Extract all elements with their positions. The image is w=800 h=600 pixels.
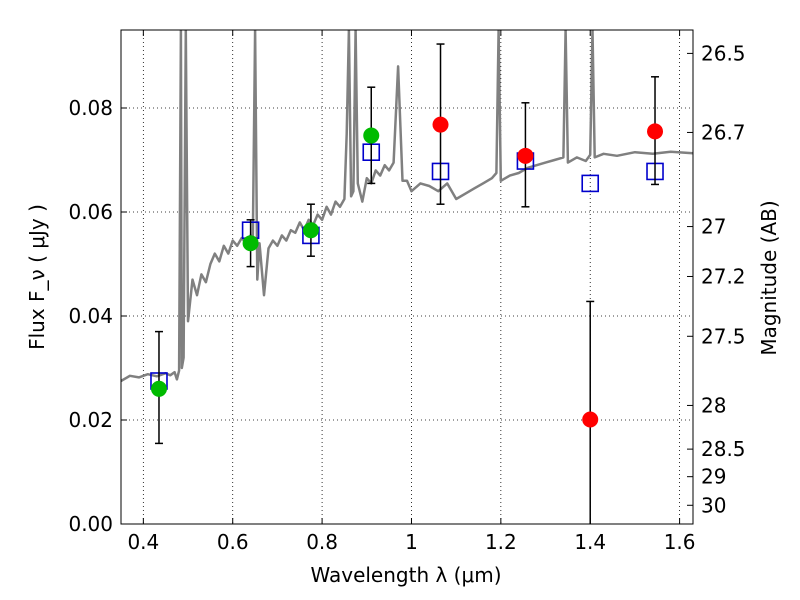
spectrum-line [121,30,693,383]
observed-circle-point [242,235,259,252]
observed-circle-point [302,222,319,239]
y2-tick-label: 26.7 [701,120,746,144]
observed-circle-point [150,380,167,397]
y2-tick-label: 27.2 [701,264,746,288]
y2-axis-title: Magnitude (AB) [757,200,781,355]
x-tick-label: 1.6 [664,530,696,554]
plot-frame [120,29,694,525]
x-tick-label: 0.4 [127,530,159,554]
y2-tick-label: 27.5 [701,324,746,348]
y-tick-label: 0.04 [68,304,113,328]
y2-tick-label: 28.5 [701,437,746,461]
y2-tick-label: 28 [701,393,726,417]
observed-circle-point [647,123,664,140]
observed-circle-point [363,127,380,144]
y2-tick-label: 26.5 [701,41,746,65]
observed-circle-point [517,147,534,164]
model-square-point [581,174,600,193]
y-tick-label: 0.02 [68,408,113,432]
observed-circle-point [582,411,599,428]
axes: 0.4 0.6 0.8 1 1.2 1.4 1.6 0.00 0.02 0.04 0.06 0.08 2… [68,29,746,554]
observed-circle-point [432,116,449,133]
x-tick-label: 0.8 [306,530,338,554]
y2-tick-label: 30 [701,493,726,517]
y2-tick-label: 27 [701,215,726,239]
y-tick-label: 0.00 [68,512,113,536]
y-axis-title: Flux F_ν ( μJy ) [25,204,49,350]
x-tick-label: 1.4 [574,530,606,554]
x-axis-title: Wavelength λ (μm) [310,563,501,587]
x-tick-label: 1 [405,530,418,554]
y-tick-label: 0.08 [68,96,113,120]
x-tick-label: 0.6 [217,530,249,554]
y-tick-label: 0.06 [68,200,113,224]
y2-tick-label: 29 [701,465,726,489]
x-tick-label: 1.2 [485,530,517,554]
plot-area [121,30,693,524]
